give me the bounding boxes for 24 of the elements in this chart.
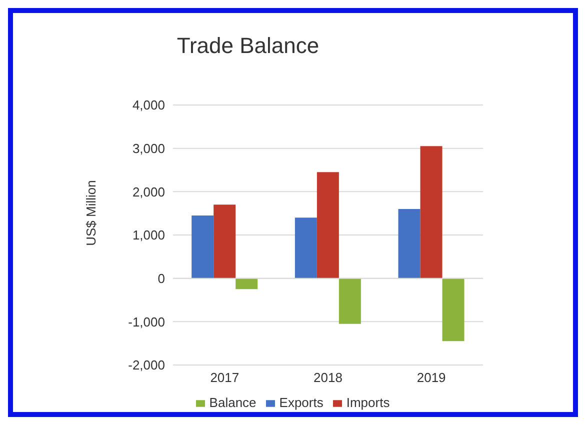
bar [214, 204, 236, 278]
y-tick-label: 4,000 [132, 98, 165, 113]
y-tick-label: 0 [158, 270, 165, 286]
chart-title: Trade Balance [176, 33, 320, 59]
bar [316, 172, 339, 278]
y-axis-title: US$ Million [84, 180, 98, 246]
bar [236, 278, 258, 290]
bar [442, 278, 464, 342]
y-tick-label: 3,000 [132, 140, 165, 156]
legend-label: Exports [279, 395, 324, 410]
bar [338, 278, 361, 324]
y-tick-label: 1,000 [132, 228, 165, 243]
x-tick-label: 2018 [314, 370, 342, 386]
bar [420, 146, 442, 278]
y-tick-label: 2,000 [132, 184, 165, 200]
bar [294, 218, 317, 278]
legend-label: Balance [209, 395, 256, 410]
y-tick-label: -1,000 [128, 314, 165, 330]
legend-label: Imports [346, 395, 390, 410]
x-tick-label: 2019 [416, 370, 446, 386]
bar [398, 209, 420, 278]
y-tick-label: -2,000 [128, 358, 165, 373]
bar [192, 216, 214, 278]
x-tick-label: 2017 [210, 370, 240, 386]
